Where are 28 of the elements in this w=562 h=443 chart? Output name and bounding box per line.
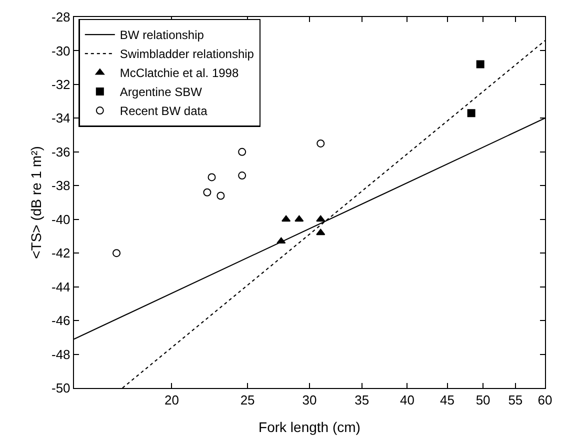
x-tick-label: 55 (508, 392, 523, 408)
x-tick-label: 25 (240, 392, 255, 408)
y-tick-label: -28 (52, 10, 70, 25)
y-tick-label: -40 (52, 212, 70, 227)
x-tick-label: 45 (440, 392, 454, 408)
y-tick-label: -36 (52, 144, 70, 160)
x-axis-title: Fork length (cm) (258, 419, 360, 435)
y-tick-label: -48 (52, 346, 70, 362)
legend-label: Argentine SBW (120, 85, 203, 100)
legend-label: McClatchie et al. 1998 (120, 66, 239, 80)
x-tick-label: 20 (164, 392, 179, 408)
x-tick-label: 30 (302, 392, 317, 408)
x-tick-label: 40 (400, 392, 414, 408)
y-tick-label: -38 (52, 178, 70, 194)
y-tick-label: -42 (52, 246, 70, 261)
y-tick-label: -44 (52, 279, 70, 294)
legend-label: Swimbladder relationship (120, 47, 254, 62)
x-tick-label: 60 (538, 392, 552, 408)
x-tick-label: 50 (476, 392, 490, 408)
y-axis-title: <TS> (dB re 1 m²) (28, 146, 44, 259)
y-tick-label: -50 (52, 380, 70, 396)
y-tick-label: -32 (52, 77, 70, 92)
legend-label: Recent BW data (120, 104, 208, 118)
y-tick-label: -46 (52, 313, 70, 328)
x-tick-label: 35 (354, 392, 370, 408)
legend-label: BW relationship (120, 28, 204, 42)
y-tick-label: -30 (52, 43, 70, 58)
y-tick-label: -34 (52, 110, 70, 126)
